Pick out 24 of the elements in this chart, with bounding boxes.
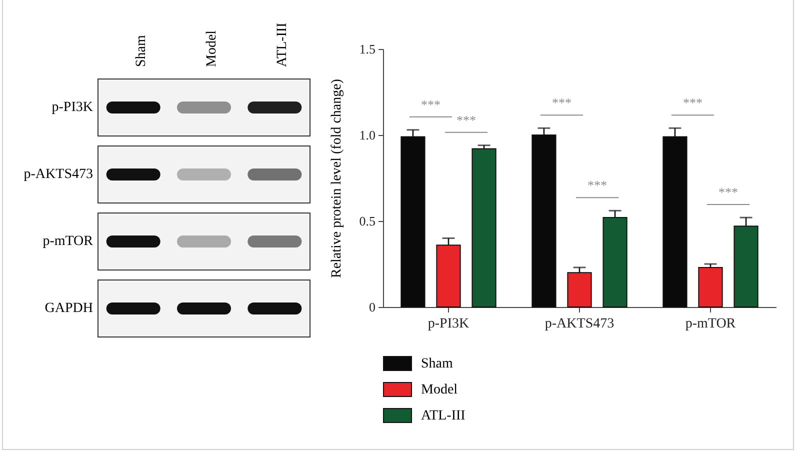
x-tick-label: p-PI3K <box>428 316 470 332</box>
legend-label: ATL-III <box>421 408 466 424</box>
x-tick-label: p-AKTS473 <box>544 316 614 332</box>
y-tick-label: 0 <box>369 300 376 314</box>
text: GAPDH <box>44 301 93 316</box>
annotation: *** <box>552 95 572 110</box>
annotation: *** <box>420 96 440 112</box>
annotation: *** <box>682 95 702 110</box>
y-axis-title: Relative protein level (fold change) <box>329 78 344 278</box>
annotation: *** <box>456 112 476 128</box>
category-label: p-mTOR <box>42 234 93 249</box>
text: ATL-III <box>275 22 290 67</box>
legend-label: Model <box>421 382 458 398</box>
text: Model <box>204 30 220 67</box>
annotation: *** <box>588 178 608 193</box>
category-label: p-AKTS473 <box>24 167 93 182</box>
y-tick-label: 1.0 <box>359 128 376 142</box>
legend-label: Sham <box>421 356 453 372</box>
x-tick-label: p-mTOR <box>685 316 736 332</box>
y-tick-label: 0.5 <box>359 214 376 228</box>
text: Sham <box>134 35 149 67</box>
annotation: *** <box>718 184 738 200</box>
category-label: p-PI3K <box>52 100 93 115</box>
y-tick-label: 1.5 <box>359 42 376 56</box>
